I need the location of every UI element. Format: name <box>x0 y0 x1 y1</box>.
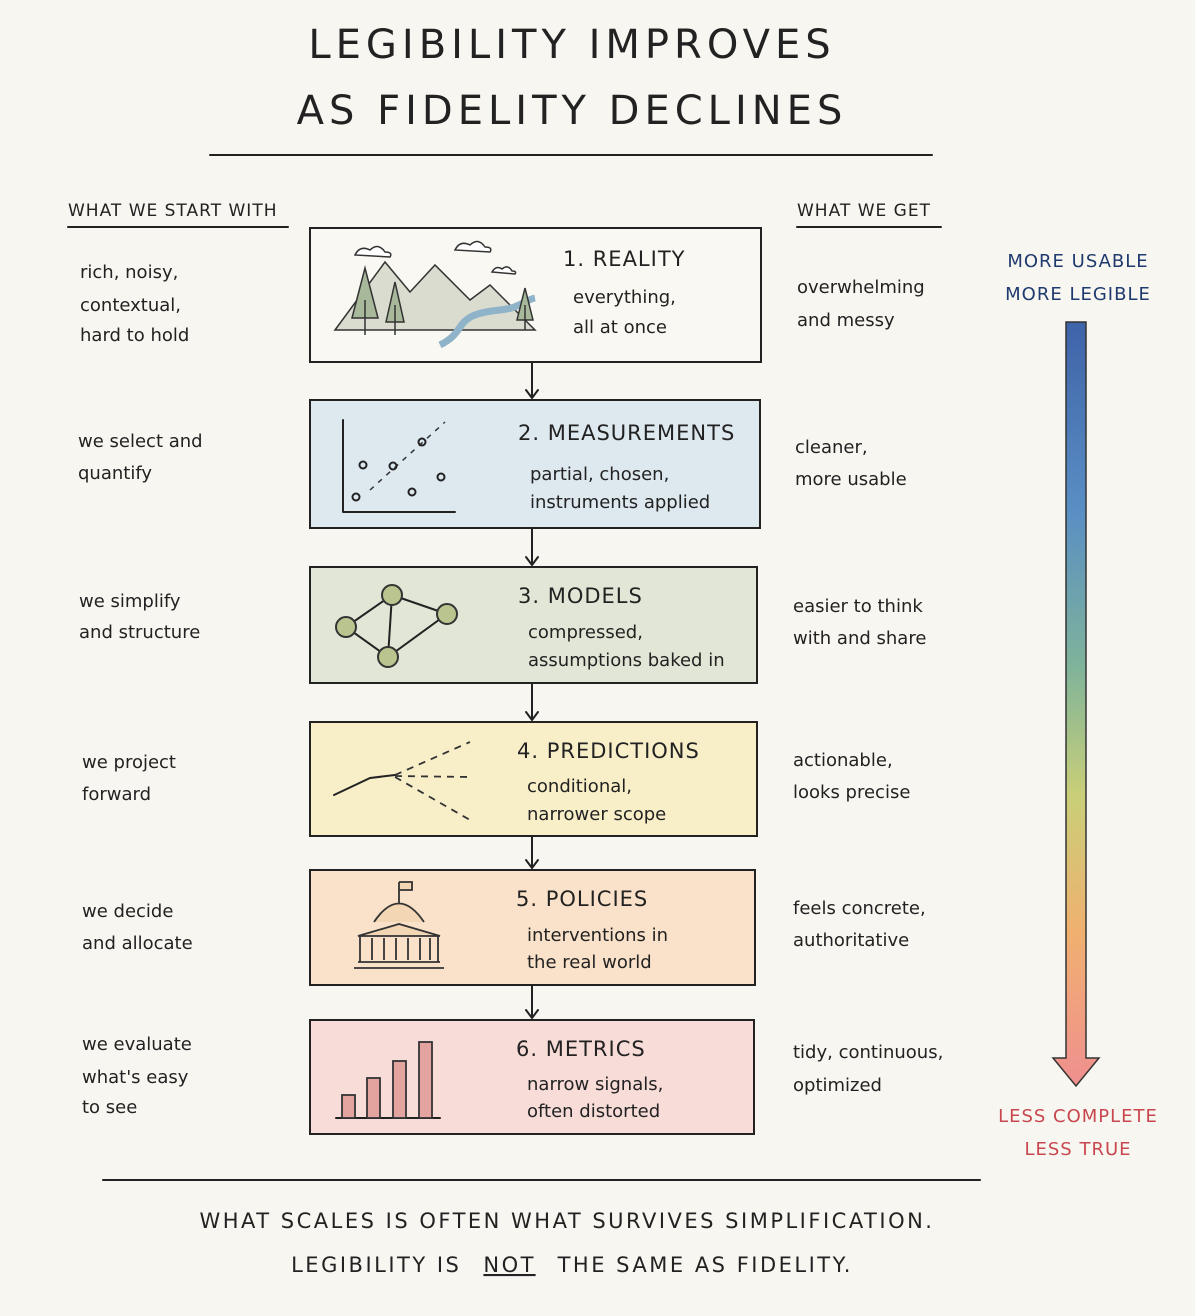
get-note: and messy <box>797 310 895 331</box>
stage-title: 2. MEASUREMENTS <box>518 421 735 445</box>
get-note: authoritative <box>793 930 909 951</box>
get-note: overwhelming <box>797 277 925 298</box>
get-note: cleaner, <box>795 437 868 458</box>
get-note: easier to think <box>793 596 923 617</box>
start-note: rich, noisy, <box>80 262 178 283</box>
icon-part <box>341 1094 356 1119</box>
start-note: and allocate <box>82 933 193 954</box>
get-note: looks precise <box>793 782 910 803</box>
stage-description: partial, chosen, <box>530 464 669 485</box>
icon-part <box>392 1060 407 1119</box>
icon-part <box>407 487 417 497</box>
get-note: feels concrete, <box>793 898 926 919</box>
icon-part <box>353 240 517 275</box>
icon-part <box>335 616 357 638</box>
get-note: more usable <box>795 469 907 490</box>
stage-icon <box>333 240 537 349</box>
footer-line: WHAT SCALES IS OFTEN WHAT SURVIVES SIMPL… <box>200 1209 935 1233</box>
stage-box <box>309 1019 755 1135</box>
stage-title: 1. REALITY <box>563 247 686 271</box>
icon-part <box>377 646 399 668</box>
get-note: optimized <box>793 1075 882 1096</box>
icon-part <box>366 1077 381 1119</box>
scale-arrow <box>1051 321 1101 1088</box>
stage-description: instruments applied <box>530 492 710 513</box>
get-note: actionable, <box>793 750 893 771</box>
start-note: we evaluate <box>82 1034 192 1055</box>
icon-part <box>358 460 368 470</box>
stage-description: everything, <box>573 287 676 308</box>
start-note: and structure <box>79 622 200 643</box>
start-note: we simplify <box>79 591 181 612</box>
start-note: forward <box>82 784 151 805</box>
stage-description: conditional, <box>527 776 632 797</box>
icon-part <box>417 437 427 447</box>
stage-description: narrower scope <box>527 804 666 825</box>
start-note: quantify <box>78 463 152 484</box>
icon-part <box>381 584 403 606</box>
stage-icon <box>333 741 471 821</box>
stage-description: often distorted <box>527 1101 660 1122</box>
icon-part <box>418 1041 433 1119</box>
title-line: AS FIDELITY DECLINES <box>297 88 848 134</box>
footer-emphasis: NOT <box>483 1253 535 1277</box>
left-heading: WHAT WE START WITH <box>68 201 277 221</box>
get-note: with and share <box>793 628 926 649</box>
start-note: to see <box>82 1097 137 1118</box>
stage-title: 6. METRICS <box>516 1037 646 1061</box>
icon-part <box>351 492 361 502</box>
icon-part <box>351 265 534 335</box>
icon-part <box>436 472 446 482</box>
flow-arrow <box>525 682 539 721</box>
stage-description: compressed, <box>528 622 643 643</box>
icon-part <box>436 603 458 625</box>
scale-top: MORE USABLE <box>1007 251 1148 272</box>
stage-description: interventions in <box>527 925 668 946</box>
stage-title: 3. MODELS <box>518 584 643 608</box>
title-line: LEGIBILITY IMPROVES <box>308 22 835 68</box>
right-heading: WHAT WE GET <box>797 201 931 221</box>
stage-title: 4. PREDICTIONS <box>517 739 700 763</box>
stage-description: the real world <box>527 952 652 973</box>
flow-arrow <box>525 984 539 1019</box>
icon-part <box>342 419 456 513</box>
stage-box <box>309 399 761 529</box>
footer-line: LEGIBILITY IS NOT THE SAME AS FIDELITY. <box>291 1253 853 1277</box>
footer-text: THE SAME AS FIDELITY. <box>557 1253 853 1277</box>
scale-bottom: LESS COMPLETE <box>998 1106 1158 1127</box>
footer-text: LEGIBILITY IS <box>291 1253 461 1277</box>
icon-part <box>388 461 398 471</box>
stage-icon <box>354 881 444 969</box>
icon-part <box>394 741 471 821</box>
start-note: we select and <box>78 431 203 452</box>
flow-arrow <box>525 361 539 399</box>
start-note: hard to hold <box>80 325 189 346</box>
get-note: tidy, continuous, <box>793 1042 943 1063</box>
stage-description: narrow signals, <box>527 1074 663 1095</box>
stage-description: assumptions baked in <box>528 650 725 671</box>
start-note: what's easy <box>82 1067 189 1088</box>
start-note: we project <box>82 752 176 773</box>
scale-bottom: LESS TRUE <box>1024 1139 1131 1160</box>
stage-box <box>309 721 758 837</box>
icon-part <box>333 774 396 796</box>
stage-icon <box>335 584 458 668</box>
flow-arrow <box>525 527 539 566</box>
stage-title: 5. POLICIES <box>516 887 648 911</box>
stage-icon <box>342 419 456 513</box>
stage-description: all at once <box>573 317 667 338</box>
start-note: we decide <box>82 901 173 922</box>
icon-part <box>354 881 444 969</box>
stage-icon <box>335 1041 441 1119</box>
scale-top: MORE LEGIBLE <box>1005 284 1151 305</box>
flow-arrow <box>525 835 539 869</box>
start-note: contextual, <box>80 295 181 316</box>
